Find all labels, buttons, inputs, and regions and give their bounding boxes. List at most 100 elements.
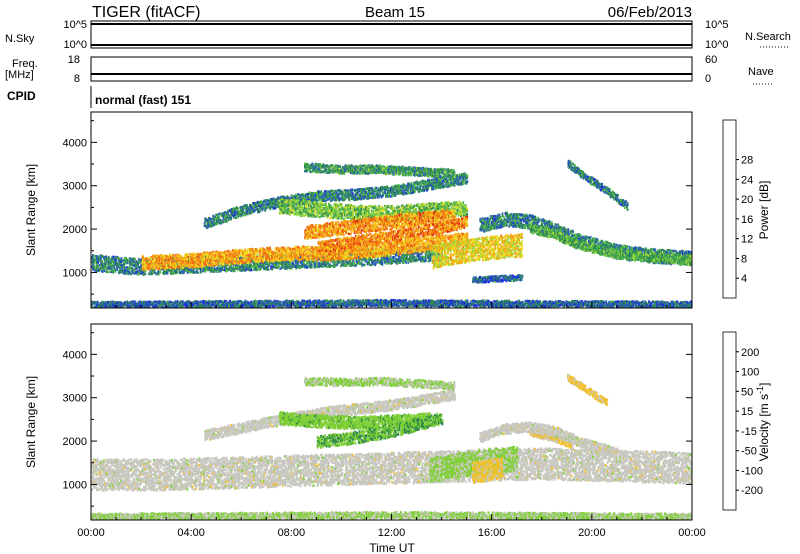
power-cell (378, 260, 381, 264)
nsky-panel: N.Sky 10^5 10^0 10^5 10^0 N.Search (5, 19, 791, 51)
power-cell (171, 259, 174, 262)
power-cell (139, 258, 142, 261)
power-cell (265, 261, 268, 265)
power-cell (355, 264, 357, 267)
power-cell (178, 253, 180, 257)
power-cell (254, 263, 257, 266)
power-cell (216, 266, 219, 270)
power-cell (337, 261, 339, 264)
power-cell (271, 268, 274, 271)
power-cell (400, 259, 403, 263)
power-cell (316, 265, 319, 269)
power-cell (409, 258, 411, 261)
power-cell (335, 264, 337, 267)
power-cell (193, 267, 196, 270)
power-cell (326, 265, 329, 269)
power-cell (420, 252, 423, 256)
power-cell (93, 259, 96, 262)
power-cell (270, 262, 272, 265)
power-cell (398, 252, 400, 256)
power-cell (130, 258, 133, 261)
power-cell (333, 263, 336, 266)
power-cell (165, 263, 168, 266)
power-cell (116, 263, 119, 266)
power-cell (251, 260, 254, 263)
power-cell (381, 263, 384, 266)
power-cell (117, 263, 120, 266)
power-cell (135, 267, 138, 270)
power-cell (189, 270, 191, 273)
power-cell (141, 263, 144, 266)
power-cell (129, 257, 131, 260)
power-cell (374, 258, 376, 261)
power-cell (385, 255, 388, 258)
power-cell (316, 259, 319, 262)
power-cell (423, 256, 425, 259)
power-cell (423, 259, 425, 263)
power-cell (122, 258, 125, 262)
power-cell (270, 265, 272, 268)
power-cell (191, 269, 194, 272)
power-cell (375, 255, 378, 258)
power-cell (196, 266, 199, 270)
power-cell (152, 260, 155, 264)
freq-label-line2: [MHz] (5, 69, 34, 81)
power-cell (132, 260, 135, 264)
power-cell (106, 259, 109, 263)
power-cell (166, 255, 169, 258)
power-cell (158, 263, 160, 266)
power-cell (266, 265, 269, 268)
power-cell (107, 262, 109, 265)
power-cell (182, 271, 185, 274)
power-cell (199, 268, 202, 271)
power-cell (141, 258, 144, 262)
power-cell (307, 245, 310, 248)
power-cell (381, 254, 384, 257)
power-cell (149, 269, 152, 272)
power-cell (262, 257, 265, 261)
power-cell (238, 258, 241, 261)
power-cell (413, 255, 416, 259)
power-cell (410, 247, 413, 250)
power-cell (126, 258, 129, 262)
power-cell (336, 263, 339, 266)
power-cell (116, 261, 118, 264)
power-cell (307, 264, 310, 268)
power-cell (154, 266, 157, 270)
power-cell (388, 254, 391, 257)
power-cell (122, 270, 125, 273)
power-cell (279, 262, 282, 265)
power-cell (163, 271, 166, 275)
power-cell (138, 261, 141, 264)
power-cell (326, 262, 329, 265)
power-cell (151, 269, 154, 273)
power-cell (382, 257, 385, 260)
power-cell (287, 251, 289, 254)
power-cell (108, 267, 111, 270)
power-cell (258, 268, 261, 271)
power-cell (113, 265, 116, 268)
power-cell (289, 263, 292, 266)
power-cell (182, 260, 184, 263)
power-cell (199, 265, 202, 268)
power-cell (138, 269, 141, 272)
power-cell (163, 259, 166, 262)
power-cell (294, 265, 296, 268)
power-cell (280, 266, 283, 270)
power-cell (296, 264, 298, 267)
power-cell (294, 259, 296, 263)
power-cell (117, 259, 120, 263)
power-cell (364, 257, 367, 260)
power-cell (95, 267, 97, 270)
power-cell (262, 264, 264, 267)
power-cell (164, 260, 167, 263)
power-cell (130, 272, 132, 276)
power-cell (356, 254, 358, 257)
power-data-layer (91, 159, 692, 308)
power-cell (169, 255, 172, 258)
power-cell (211, 270, 214, 273)
power-cell (130, 263, 132, 266)
power-cell (402, 261, 405, 265)
power-cell (364, 260, 367, 263)
power-cell (265, 266, 268, 269)
